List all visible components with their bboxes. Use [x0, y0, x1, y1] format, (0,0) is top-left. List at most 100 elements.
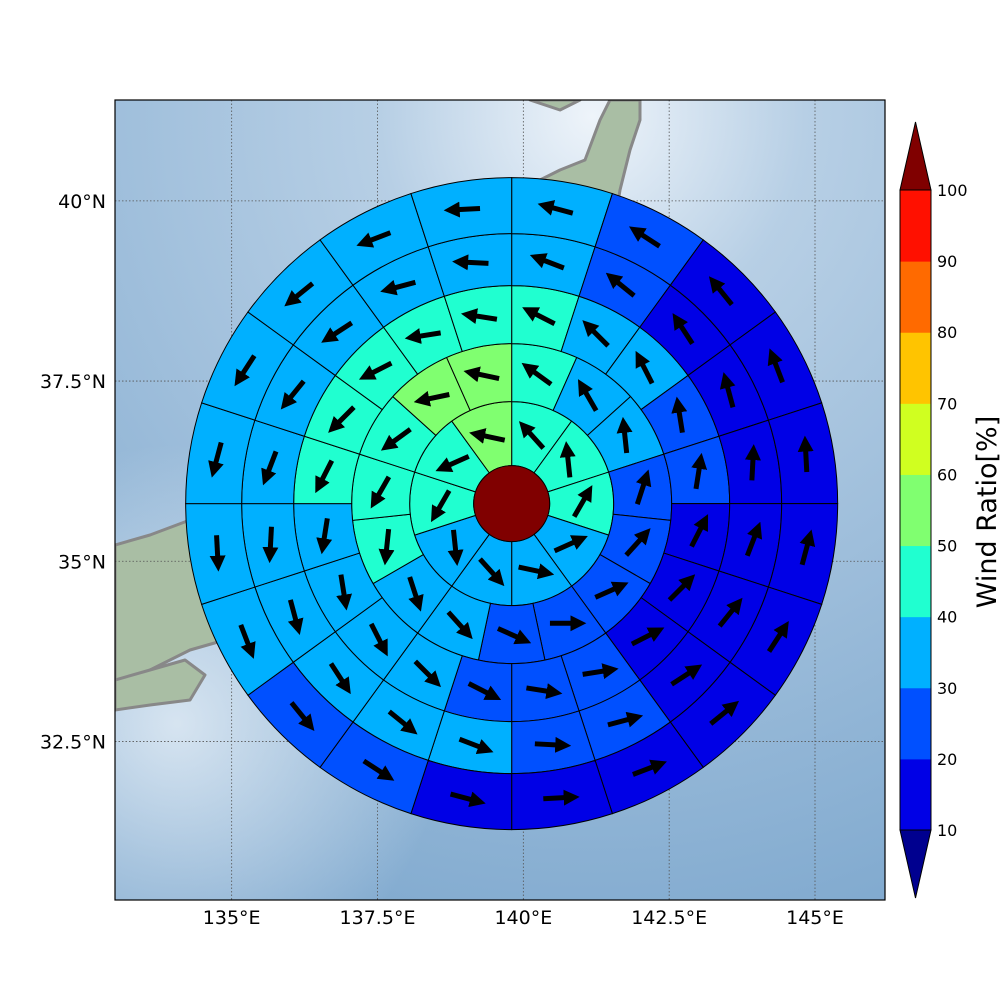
lat-tick-label: 37.5°N [40, 371, 106, 393]
lon-tick-label: 135°E [203, 907, 261, 929]
wind-arrow [446, 610, 473, 640]
wind-arrow [362, 758, 395, 781]
wind-arrow [380, 427, 412, 451]
wind-arrow [368, 622, 388, 657]
wind-arrow [572, 485, 593, 518]
colorbar-segment [900, 261, 931, 333]
wind-arrow [632, 759, 667, 777]
lat-tick-label: 35°N [58, 551, 106, 573]
wind-arrow [460, 308, 498, 324]
wind-arrow [797, 435, 814, 473]
wind-arrow [280, 379, 306, 410]
wind-arrow [635, 350, 655, 385]
wind-arrows [208, 200, 816, 808]
wind-arrow [629, 226, 661, 249]
colorbar-segment [900, 687, 931, 760]
wind-arrow [670, 664, 703, 687]
wind-arrow [284, 281, 315, 307]
wind-arrow [691, 452, 708, 490]
wind-arrow [430, 489, 452, 523]
center-disk [473, 465, 551, 543]
wind-arrow [689, 514, 709, 548]
colorbar-segment [900, 190, 931, 262]
wind-arrow [316, 517, 333, 555]
wind-arrow [529, 253, 565, 271]
wind-arrow [616, 416, 633, 454]
wind-arrow [238, 623, 256, 659]
wind-arrow [449, 791, 486, 808]
wind-arrow [667, 574, 696, 602]
wind-arrow [605, 272, 636, 298]
lat-tick-labels: 40°N 37.5°N 35°N 32.5°N [40, 191, 106, 754]
wind-arrow [518, 563, 555, 580]
wind-arrow [413, 659, 441, 688]
wind-arrow [370, 475, 392, 509]
wind-arrow [577, 379, 599, 412]
wind-arrow [209, 535, 226, 572]
wind-arrow [358, 360, 393, 380]
wind-arrow [321, 320, 354, 343]
land-hokkaido-tip [528, 100, 582, 112]
colorbar-tick-label: 40 [937, 608, 957, 627]
colorbar-tick-label: 70 [937, 394, 957, 413]
wind-arrow [672, 313, 695, 346]
colorbar-segment [900, 403, 931, 475]
wind-arrow [387, 709, 418, 735]
wind-arrow [526, 683, 563, 700]
colorbar-tick-label: 100 [937, 181, 968, 200]
wind-arrow [413, 390, 450, 407]
wind-arrow [458, 736, 494, 755]
wind-arrow [766, 620, 789, 653]
wind-arrow [336, 574, 353, 611]
wind-arrow [534, 736, 572, 753]
wind-arrow [634, 469, 652, 505]
wind-arrow [559, 441, 576, 478]
wind-arrow [594, 581, 629, 600]
wind-arrow [553, 535, 588, 554]
wind-arrow [744, 444, 761, 481]
wind-arrow [582, 320, 610, 348]
map-frame [114, 99, 886, 901]
wind-arrow [717, 597, 743, 628]
wind-arrow [521, 362, 553, 387]
wind-arrow [709, 700, 740, 726]
lon-tick-label: 142.5°E [631, 907, 707, 929]
land-shikoku [115, 658, 207, 712]
wind-arrow [582, 663, 619, 680]
lat-tick-label: 32.5°N [40, 731, 106, 753]
colorbar-tick-label: 30 [937, 679, 957, 698]
wind-arrow [328, 405, 356, 433]
wind-arrow [478, 557, 505, 587]
colorbar: 10 20 30 40 50 60 70 80 90 100 [899, 121, 968, 899]
wind-arrow [744, 521, 763, 557]
wind-arrow [496, 626, 532, 645]
wind-arrow [767, 348, 785, 384]
sector-ring5 [410, 177, 513, 248]
wind-arrow [287, 599, 304, 636]
colorbar-tick-label: 10 [937, 821, 957, 840]
wind-arrow [522, 307, 556, 326]
wind-arrow [607, 711, 644, 728]
wind-arrow [443, 201, 481, 218]
colorbar-tick-label: 80 [937, 323, 957, 342]
lon-tick-label: 140°E [494, 907, 552, 929]
wind-arrow [799, 529, 816, 566]
wind-arrow [624, 528, 651, 557]
colorbar-segment [900, 545, 931, 618]
wind-arrow [380, 279, 417, 296]
colorbar-frame [899, 189, 932, 831]
wind-arrow [537, 200, 574, 216]
colorbar-label: Wind Ratio[%] [972, 416, 1000, 608]
wind-arrow [630, 627, 665, 647]
wind-arrow [467, 681, 502, 700]
colorbar-under-tip [899, 829, 932, 899]
wind-arrow [719, 372, 736, 408]
wind-arrow [356, 230, 392, 248]
wind-arrow [452, 254, 489, 271]
wind-arrow [234, 354, 257, 387]
colorbar-segment [900, 474, 931, 547]
lon-tick-label: 137.5°E [340, 907, 416, 929]
wind-arrow [378, 528, 395, 566]
lat-tick-label: 40°N [58, 191, 106, 213]
